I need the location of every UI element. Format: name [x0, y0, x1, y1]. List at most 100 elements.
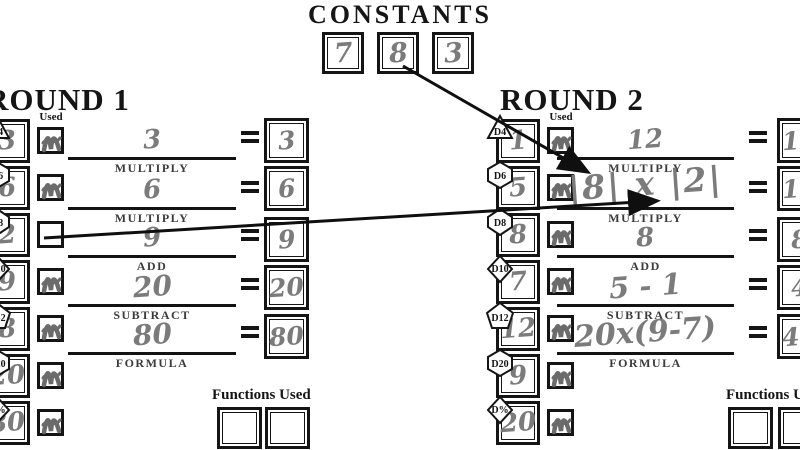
- round2-functions-used-box-2[interactable]: [778, 407, 800, 449]
- calc-value: 8: [635, 222, 656, 254]
- round2-d20-value-box[interactable]: 9: [496, 354, 540, 398]
- calc-entry-area[interactable]: 8: [557, 221, 734, 257]
- check-scribble-icon: [551, 370, 571, 387]
- calc-entry-area[interactable]: 80: [68, 317, 236, 354]
- round1-dpercent-used-checkbox[interactable]: [37, 409, 64, 436]
- check-scribble-icon: [41, 135, 61, 152]
- d10-badge-icon: D10: [0, 257, 11, 281]
- calc-write-line: [557, 157, 734, 160]
- round1-d8-value-box[interactable]: 2: [0, 213, 30, 257]
- calc-value: 3: [141, 124, 163, 156]
- round2-functions-used-box-1[interactable]: [728, 407, 773, 449]
- round1-d10-used-checkbox[interactable]: [37, 268, 64, 295]
- calc-value: 5 - 1: [608, 266, 683, 306]
- calc-entry-area[interactable]: 9: [68, 221, 236, 257]
- calc-entry-area[interactable]: 5 - 1: [557, 266, 734, 306]
- round2-d6-used-checkbox[interactable]: [547, 174, 574, 201]
- constant-box-1[interactable]: 7: [322, 32, 364, 74]
- result-box[interactable]: 20: [264, 265, 309, 310]
- round1-d12-used-checkbox[interactable]: [37, 315, 64, 342]
- dpercent-badge-icon: D%: [0, 398, 11, 422]
- equals-sign: [749, 229, 767, 245]
- round1-d4-value-box[interactable]: 3: [0, 119, 30, 163]
- result-value: 4: [789, 272, 800, 303]
- calc-entry-area[interactable]: 20x(9-7): [552, 310, 738, 355]
- constant-value-2: 8: [387, 36, 409, 70]
- calc-entry-area[interactable]: 12: [557, 123, 734, 159]
- result-value: 20: [268, 271, 305, 304]
- result-box[interactable]: 16: [777, 166, 800, 211]
- result-box[interactable]: 3: [264, 118, 309, 163]
- equals-sign: [749, 278, 767, 294]
- calc-write-line: [557, 352, 734, 355]
- equals-sign: [241, 278, 259, 294]
- result-value: 3: [276, 125, 297, 156]
- result-box[interactable]: 40: [777, 314, 800, 359]
- op-label: ADD: [136, 259, 168, 273]
- round1-d6-used-checkbox[interactable]: [37, 174, 64, 201]
- equals-sign: [241, 229, 259, 245]
- result-box[interactable]: 4: [777, 265, 800, 310]
- svg-text:D6: D6: [494, 171, 506, 182]
- calc-value: 20: [131, 268, 173, 305]
- round2-d10-used-checkbox[interactable]: [547, 268, 574, 295]
- calc-write-line: [557, 255, 734, 258]
- d12-badge-icon: D12: [0, 304, 12, 329]
- d20-badge-icon: D20: [0, 350, 10, 376]
- round2-d20-used-checkbox[interactable]: [547, 362, 574, 389]
- constant-value-1: 7: [332, 36, 354, 70]
- calc-write-line: [557, 304, 734, 307]
- equals-sign: [749, 131, 767, 147]
- equals-sign: [749, 326, 767, 342]
- constant-box-3[interactable]: 3: [432, 32, 474, 74]
- round2-used-label: Used: [549, 111, 573, 123]
- constant-box-2[interactable]: 8: [377, 32, 419, 74]
- result-value: 12: [781, 124, 800, 157]
- result-box[interactable]: 6: [264, 166, 309, 211]
- d6-badge-icon: D6: [0, 162, 10, 188]
- result-box[interactable]: 9: [264, 217, 309, 262]
- d12-badge-icon: D12: [485, 301, 515, 329]
- check-scribble-icon: [41, 417, 61, 434]
- calc-value: 12: [626, 123, 665, 157]
- constant-value-3: 3: [442, 36, 464, 70]
- round1-used-label: Used: [39, 111, 63, 123]
- calc-write-line: [68, 157, 236, 160]
- result-box[interactable]: 8: [777, 217, 800, 262]
- calc-entry-area[interactable]: |8| x |2|: [552, 159, 738, 209]
- calc-entry-area[interactable]: 20: [68, 268, 236, 306]
- round1-d4-used-checkbox[interactable]: [37, 127, 64, 154]
- d8-badge-icon: D8: [487, 207, 513, 237]
- op-label: SUBTRACT: [113, 308, 191, 322]
- result-box[interactable]: 80: [264, 314, 309, 359]
- result-value: 40: [781, 320, 800, 353]
- dpercent-badge-icon: D%: [486, 395, 514, 425]
- round1-d20-used-checkbox[interactable]: [37, 362, 64, 389]
- op-label: MULTIPLY: [608, 161, 683, 175]
- calc-entry-area[interactable]: 3: [68, 123, 236, 159]
- op-label: ADD: [630, 259, 661, 273]
- check-scribble-icon: [551, 323, 571, 340]
- equals-sign: [241, 131, 259, 147]
- round1-functions-used-box-1[interactable]: [217, 407, 262, 449]
- svg-text:D%: D%: [491, 405, 508, 416]
- calc-entry-area[interactable]: 6: [68, 173, 236, 209]
- calc-write-line: [557, 207, 734, 210]
- round2-d12-used-checkbox[interactable]: [547, 315, 574, 342]
- result-value: 9: [276, 224, 297, 255]
- result-box[interactable]: 12: [777, 118, 800, 163]
- round1-functions-used-box-2[interactable]: [265, 407, 310, 449]
- d4-badge-icon: D4: [486, 113, 514, 139]
- svg-text:D%: D%: [0, 405, 6, 416]
- svg-text:D20: D20: [0, 359, 6, 370]
- round2-functions-used-label: Functions Used: [726, 387, 800, 403]
- round1-d8-used-checkbox[interactable]: [37, 221, 64, 248]
- svg-text:D4: D4: [494, 127, 506, 138]
- op-label: FORMULA: [115, 356, 189, 370]
- svg-text:D10: D10: [0, 264, 6, 275]
- round2-dpercent-used-checkbox[interactable]: [547, 409, 574, 436]
- d4-badge-icon: D4: [0, 119, 11, 139]
- round1-d12-value-box[interactable]: 8: [0, 307, 30, 351]
- round1-title: ROUND 1: [0, 82, 130, 117]
